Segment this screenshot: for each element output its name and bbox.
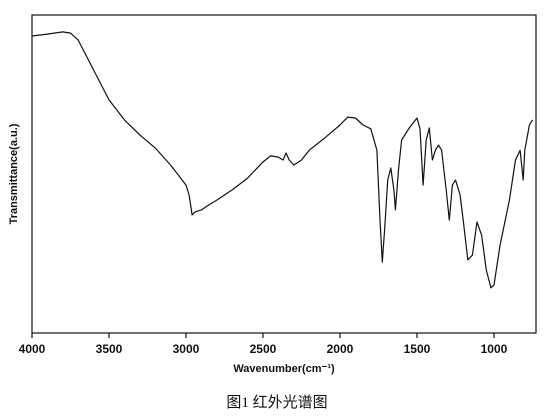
x-tick-label: 1500 bbox=[404, 342, 431, 356]
x-tick-label: 2500 bbox=[250, 342, 277, 356]
x-tick-label: 4000 bbox=[19, 342, 46, 356]
x-tick-label: 3500 bbox=[96, 342, 123, 356]
x-tick-label: 1000 bbox=[481, 342, 508, 356]
y-axis-label: Transmittance(a.u.) bbox=[8, 123, 20, 224]
caption: 图1 红外光谱图 bbox=[226, 394, 327, 411]
x-axis-label: Wavenumber(cm⁻¹) bbox=[233, 363, 335, 375]
plot-frame bbox=[31, 14, 537, 334]
x-tick-label: 3000 bbox=[173, 342, 200, 356]
spectrum-line bbox=[31, 31, 534, 289]
x-tick-label: 2000 bbox=[327, 342, 354, 356]
